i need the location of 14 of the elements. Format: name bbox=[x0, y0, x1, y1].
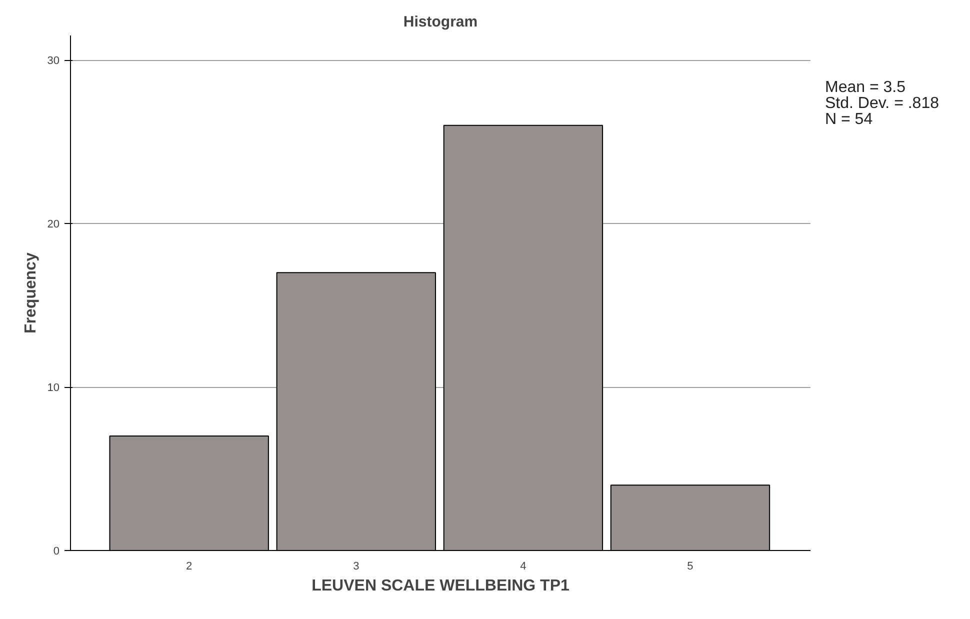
y-tick-label: 20 bbox=[47, 218, 60, 231]
y-tick-label: 30 bbox=[47, 55, 60, 68]
y-axis-title: Frequency bbox=[22, 252, 40, 334]
chart-title: Histogram bbox=[403, 14, 478, 30]
text: N = 54 bbox=[825, 111, 873, 128]
x-tick-label: 3 bbox=[353, 560, 360, 572]
text: Mean = 3.5 bbox=[825, 79, 906, 96]
y-tick-label: 0 bbox=[53, 546, 60, 558]
y-tick-label: 10 bbox=[47, 382, 60, 394]
x-tick-label: 4 bbox=[520, 560, 526, 572]
x-axis-title: LEUVEN SCALE WELLBEING TP1 bbox=[312, 578, 570, 594]
x-tick-label: 5 bbox=[687, 560, 694, 572]
x-tick-label: 2 bbox=[186, 560, 192, 572]
text: Std. Dev. = .818 bbox=[825, 95, 939, 112]
